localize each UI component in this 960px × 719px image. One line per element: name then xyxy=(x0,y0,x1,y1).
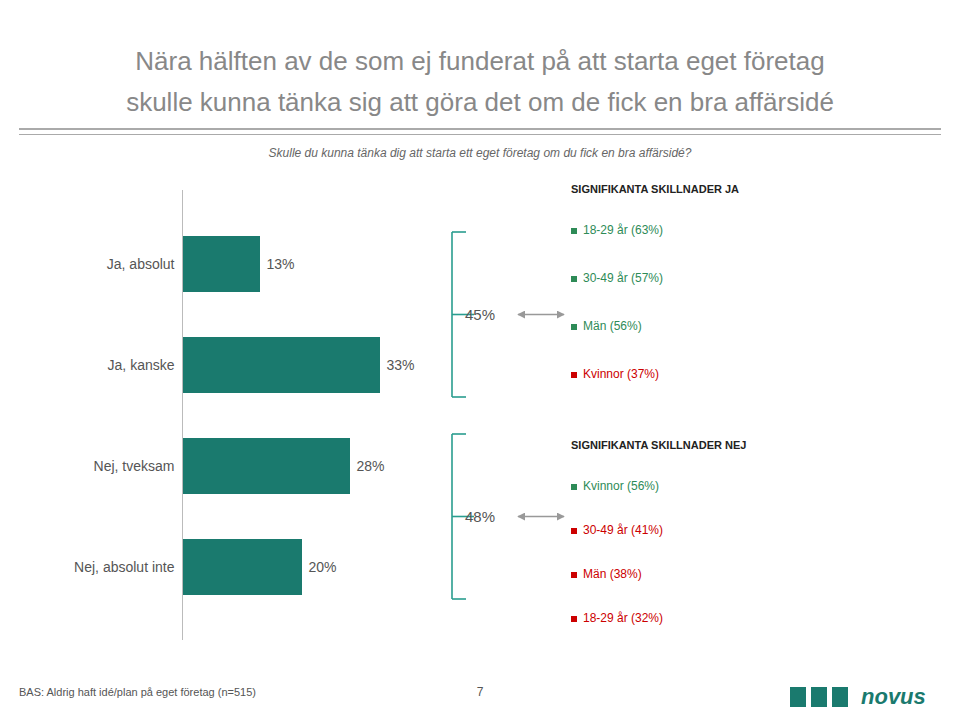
html-text:Skulle du kunna tänka dig att: Skulle du kunna tänka dig att starta ett… xyxy=(268,146,692,160)
html-text:30-49 år (57%): 30-49 år (57%) xyxy=(583,271,663,285)
html-text:BAS: Aldrig haft idé/plan på e: BAS: Aldrig haft idé/plan på eget företa… xyxy=(19,686,256,698)
html-text:7: 7 xyxy=(476,685,484,699)
svg-text:45%: 45% xyxy=(465,306,495,323)
svg-text:Nej, tveksam: Nej, tveksam xyxy=(94,458,175,474)
svg-text:Ja, kanske: Ja, kanske xyxy=(108,357,175,373)
html-text:SIGNIFIKANTA SKILLNADER JA: SIGNIFIKANTA SKILLNADER JA xyxy=(571,183,740,195)
svg-text:13%: 13% xyxy=(267,256,295,272)
svg-text:20%: 20% xyxy=(309,559,337,575)
svg-text:48%: 48% xyxy=(465,508,495,525)
svg-text:Ja, absolut: Ja, absolut xyxy=(107,256,175,272)
html-text:18-29 år (63%): 18-29 år (63%) xyxy=(583,223,663,237)
html-text:Kvinnor (56%): Kvinnor (56%) xyxy=(583,479,659,493)
html-text:Nära hälften av de som ej fund: Nära hälften av de som ej funderat på at… xyxy=(135,46,825,76)
svg-text:33%: 33% xyxy=(387,357,415,373)
svg-text:28%: 28% xyxy=(357,458,385,474)
html-text:Kvinnor (37%): Kvinnor (37%) xyxy=(583,367,659,381)
html-text:novus: novus xyxy=(861,684,926,709)
html-text:18-29 år (32%): 18-29 år (32%) xyxy=(583,611,663,625)
html-text:skulle kunna tänka sig att gör: skulle kunna tänka sig att göra det om d… xyxy=(126,87,834,117)
html-text:SIGNIFIKANTA SKILLNADER NEJ: SIGNIFIKANTA SKILLNADER NEJ xyxy=(571,439,747,451)
html-text:30-49 år (41%): 30-49 år (41%) xyxy=(583,523,663,537)
html-text:Män (38%): Män (38%) xyxy=(583,567,642,581)
html-text:Män (56%): Män (56%) xyxy=(583,319,642,333)
svg-text:Nej, absolut inte: Nej, absolut inte xyxy=(74,559,175,575)
